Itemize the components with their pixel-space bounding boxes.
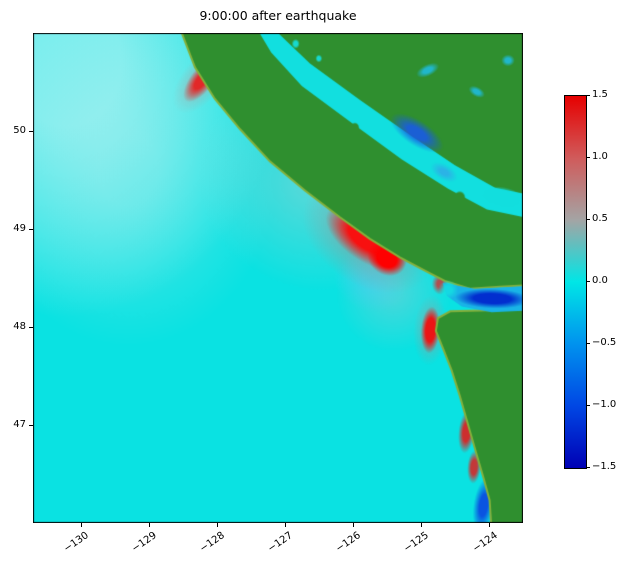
y-tick-label: 50: [13, 125, 26, 136]
x-tick-label: −130: [62, 530, 91, 555]
colorbar-tick-mark: [586, 467, 590, 468]
colorbar-tick-mark: [586, 281, 590, 282]
x-tick-mark: [80, 523, 82, 527]
y-tick-label: 48: [13, 321, 26, 332]
x-tick-label: −127: [266, 530, 296, 555]
x-tick-label: −125: [402, 530, 432, 555]
colorbar-tick-mark: [586, 219, 590, 220]
y-tick-label: 49: [13, 223, 26, 234]
colorbar-tick-mark: [586, 405, 590, 406]
x-tick-mark: [148, 523, 150, 527]
x-tick-mark: [488, 523, 490, 527]
x-tick-label: −126: [334, 530, 364, 555]
colorbar-tick-mark: [586, 95, 590, 96]
colorbar-tick-label: −0.5: [592, 337, 617, 348]
colorbar: [564, 95, 587, 469]
colorbar-tick-label: −1.5: [592, 461, 617, 472]
x-tick-mark: [216, 523, 218, 527]
colorbar-tick-label: 1.0: [592, 151, 608, 162]
x-tick-mark: [284, 523, 286, 527]
x-tick-label: −124: [470, 530, 500, 555]
x-tick-mark: [352, 523, 354, 527]
y-tick-mark: [29, 327, 33, 328]
x-tick-label: −128: [198, 530, 228, 555]
y-tick-label: 47: [13, 419, 26, 430]
y-tick-mark: [29, 229, 33, 230]
colorbar-tick-label: −1.0: [592, 399, 617, 410]
colorbar-tick-label: 0.0: [592, 275, 608, 286]
colorbar-gradient: [565, 96, 586, 468]
colorbar-tick-label: 1.5: [592, 89, 608, 100]
colorbar-tick-mark: [586, 157, 590, 158]
y-tick-mark: [29, 425, 33, 426]
tsunami-heatmap-canvas: [33, 33, 523, 523]
x-tick-mark: [420, 523, 422, 527]
colorbar-tick-mark: [586, 343, 590, 344]
y-tick-mark: [29, 131, 33, 132]
plot-title: 9:00:00 after earthquake: [199, 8, 357, 23]
colorbar-tick-label: 0.5: [592, 213, 608, 224]
x-tick-label: −129: [130, 530, 160, 555]
